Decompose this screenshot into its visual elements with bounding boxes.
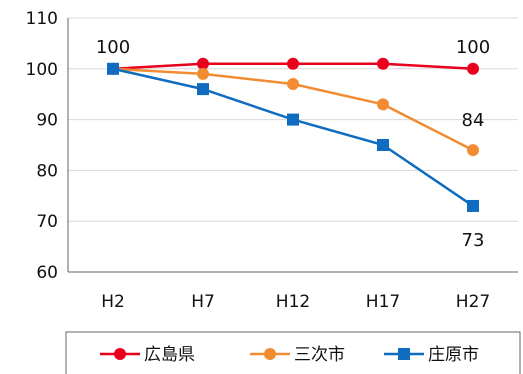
tick-labels: 60 70 80 90 100 110 H2 H7 H12 H17 H27: [26, 9, 491, 312]
x-tick-label: H17: [366, 292, 400, 312]
y-tick-label: 100: [26, 60, 58, 80]
y-tick-label: 80: [36, 161, 58, 181]
series-group: [107, 57, 479, 212]
legend: 広島県 三次市 庄原市: [65, 331, 521, 374]
x-tick-label: H7: [191, 292, 215, 312]
y-tick-label: 110: [26, 9, 58, 29]
y-tick-label: 90: [36, 111, 58, 131]
data-point: [377, 57, 389, 70]
data-point: [107, 62, 119, 75]
y-tick-label: 60: [36, 263, 58, 283]
data-point: [377, 98, 389, 111]
data-label: 100: [96, 37, 130, 58]
data-point: [467, 144, 479, 157]
data-label: 84: [462, 110, 485, 131]
axes: [67, 18, 518, 273]
legend-marker: [114, 348, 126, 360]
data-point: [377, 139, 389, 151]
data-point: [197, 67, 209, 80]
data-label: 100: [456, 37, 490, 58]
legend-marker: [264, 348, 276, 360]
y-tick-label: 70: [36, 212, 58, 232]
x-tick-label: H2: [101, 292, 125, 312]
legend-box: [65, 331, 521, 374]
legend-label: 広島県: [144, 345, 195, 365]
data-point: [197, 57, 209, 70]
data-point: [467, 199, 479, 212]
data-point: [287, 78, 299, 91]
data-point: [287, 113, 299, 126]
legend-marker: [398, 348, 410, 360]
data-point: [467, 62, 479, 75]
data-point: [287, 57, 299, 70]
x-tick-label: H12: [276, 292, 310, 312]
data-point: [197, 83, 209, 96]
data-label: 73: [462, 230, 485, 251]
data-labels: 100 100 84 73: [96, 37, 490, 251]
legend-label: 庄原市: [428, 345, 479, 365]
legend-label: 三次市: [294, 345, 345, 365]
x-tick-label: H27: [456, 292, 490, 312]
